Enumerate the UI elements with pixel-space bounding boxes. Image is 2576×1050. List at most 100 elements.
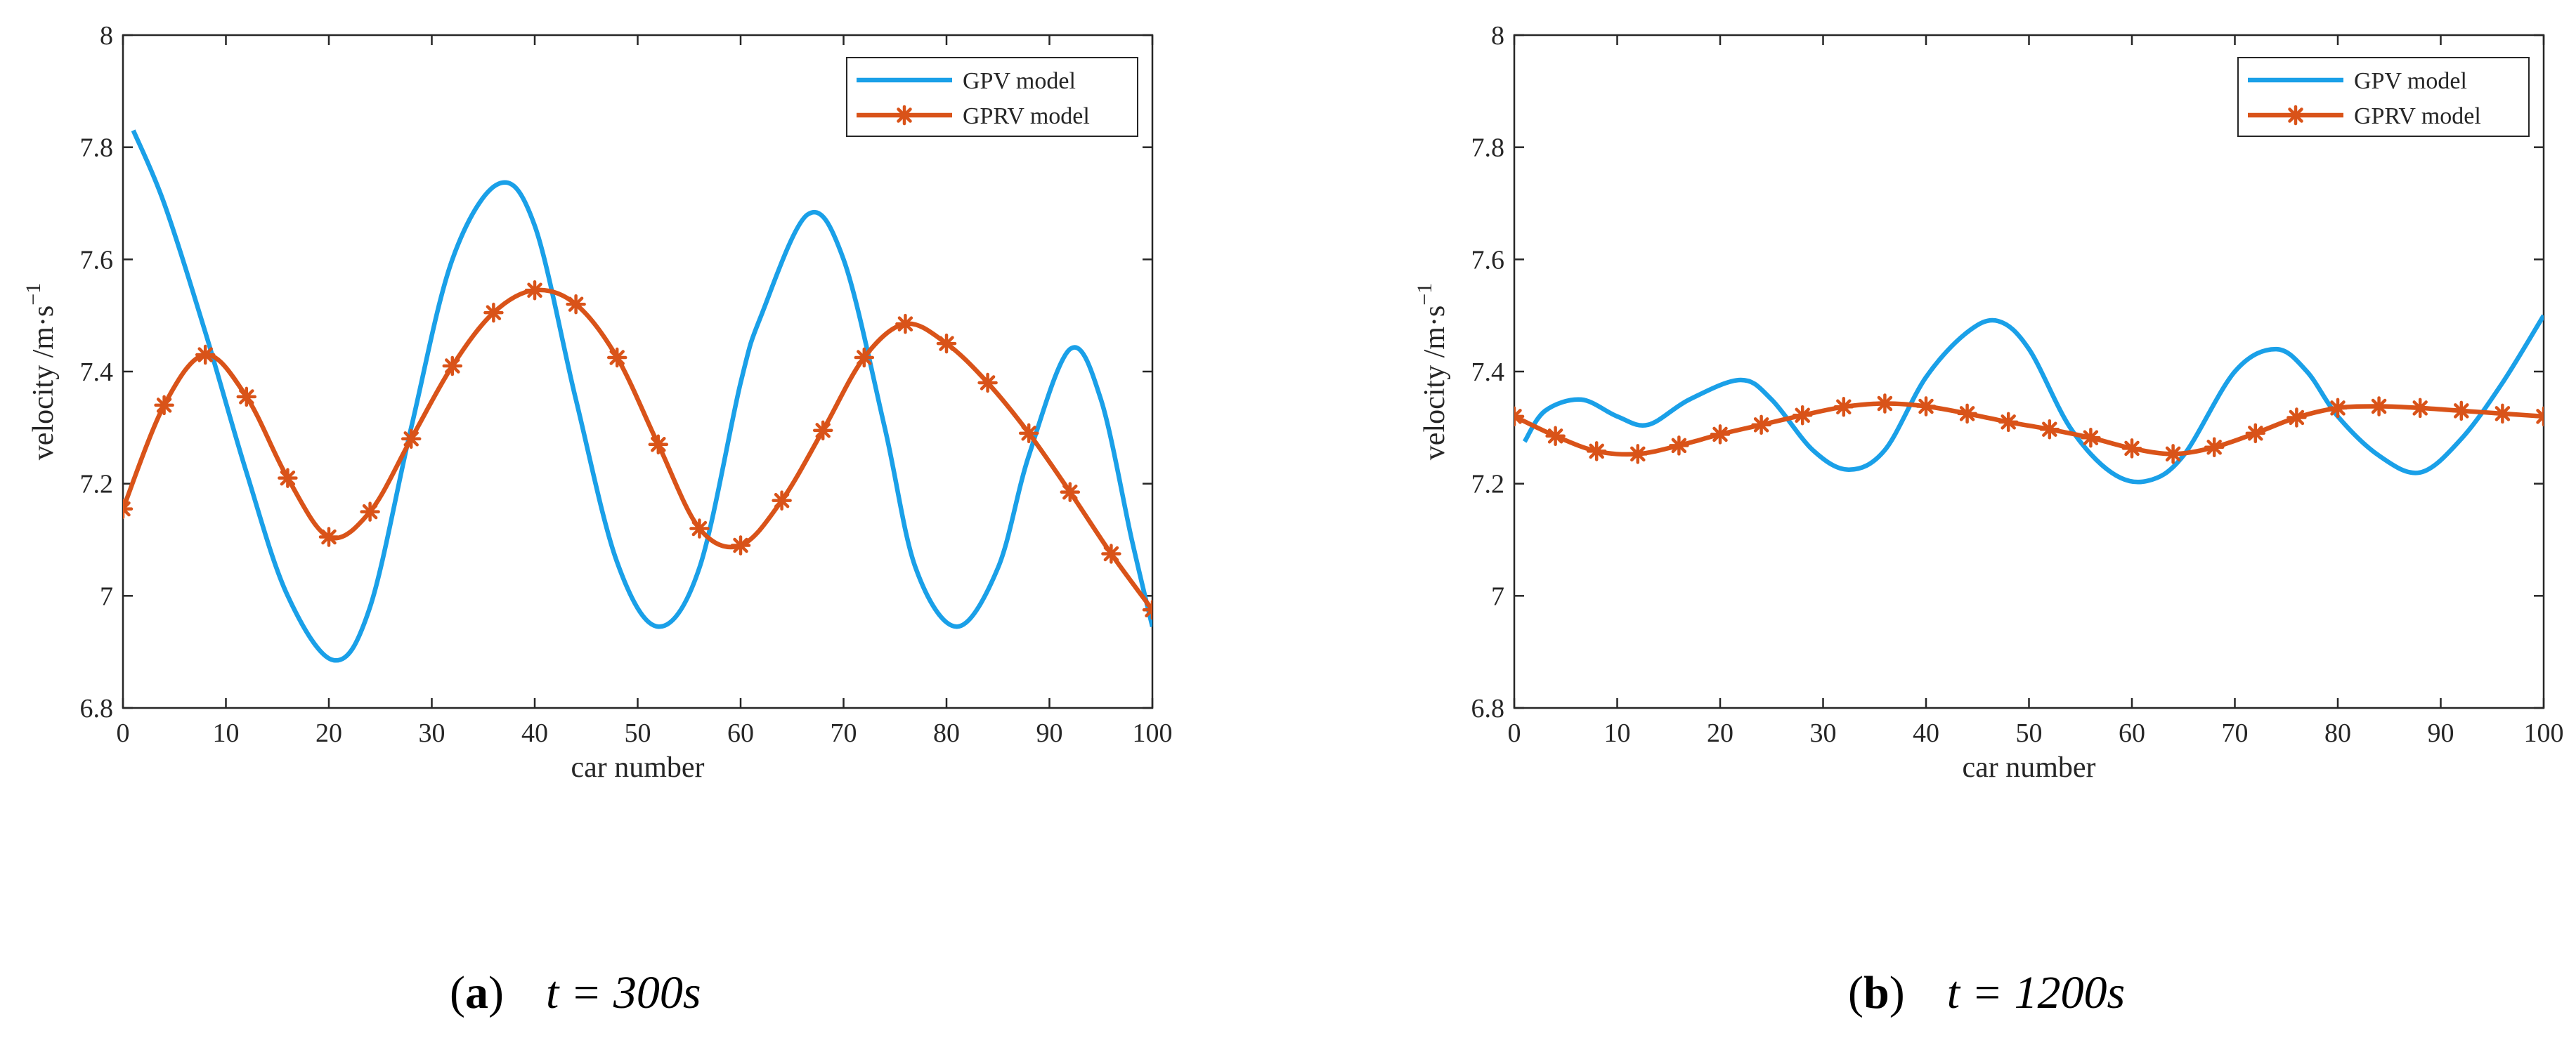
legend-marker [894,105,915,126]
data-point-marker [154,395,174,416]
data-point-marker [936,333,957,354]
data-point-marker [1669,435,1689,456]
series-gpv-model [1522,314,2544,485]
y-axis-title-exponent: −1 [1413,283,1436,306]
data-point-marker [442,355,463,376]
x-tick-label: 10 [1604,718,1631,748]
y-axis-title-main: velocity /m·s [27,306,60,460]
legend-label: GPRV model [2354,103,2481,129]
data-point-marker [1627,444,1648,464]
y-tick-label: 6.8 [1471,694,1505,723]
y-tick-label: 8 [1491,21,1504,51]
caption-time: t = 300s [546,967,701,1018]
x-tick-label: 80 [933,718,960,748]
x-tick-label: 20 [1707,718,1733,748]
legend: GPV model GPRV model [846,57,1138,137]
x-tick-label: 50 [625,718,651,748]
x-tick-label: 80 [2324,718,2351,748]
data-point-marker [2369,396,2389,416]
data-point-marker [977,372,998,393]
data-point-marker [1957,403,1977,424]
y-tick-label: 7 [100,582,113,611]
data-point-marker [236,386,257,407]
x-axis-title: car number [571,752,704,784]
data-point-marker [772,490,792,511]
x-tick-label: 60 [2119,718,2145,748]
legend-box [846,57,1138,137]
data-point-marker [401,428,422,449]
x-tick-label: 50 [2016,718,2043,748]
data-point-marker [1514,406,1525,427]
data-point-marker [2121,438,2142,459]
x-tick-label: 100 [2524,718,2564,748]
chart-panel-b: 0 10 20 30 40 50 60 70 80 90 100 6.8 7 7.2 7.4 7.6 7.8 8 c… [1413,21,2564,1018]
data-point-marker [2286,407,2307,428]
caption-label: a [465,967,488,1018]
data-point-marker [278,468,298,488]
data-point-marker [524,280,545,301]
panel-caption: (a) t = 300s [450,967,701,1018]
data-point-marker [2492,403,2513,424]
data-point-marker [606,347,627,368]
data-point-marker [2451,400,2472,421]
x-tick-label: 0 [1508,718,1521,748]
x-tick-label: 30 [419,718,445,748]
series-gpv-model [131,129,1152,663]
legend: GPV model GPRV model [2237,57,2530,137]
legend-label: GPV model [2354,68,2467,94]
x-tick-label: 60 [727,718,754,748]
y-tick-label: 7 [1491,582,1504,611]
data-point-marker [2245,423,2266,444]
data-point-marker [318,527,339,547]
legend-label: GPV model [963,68,1076,94]
x-tick-label: 90 [2428,718,2454,748]
y-tick-label: 7.2 [80,470,114,499]
data-point-marker [1060,482,1081,502]
data-point-marker [2081,427,2101,448]
data-point-marker [1710,424,1731,445]
data-point-marker [730,535,751,556]
x-tick-label: 20 [316,718,342,748]
x-tick-label: 70 [2222,718,2249,748]
x-axis-title: car number [1962,752,2095,784]
data-point-marker [1998,412,2019,433]
data-point-marker [123,499,134,519]
data-point-marker [2327,398,2348,419]
data-point-marker [2163,444,2183,464]
data-point-marker [1545,426,1566,447]
x-tick-label: 70 [831,718,857,748]
data-point-marker [195,344,216,365]
y-tick-label: 7.4 [80,357,114,387]
x-tick-label: 0 [117,718,130,748]
x-tick-label: 40 [1913,718,1939,748]
y-axis-title: velocity /m·s−1 [22,283,60,460]
data-point-marker [1586,441,1607,461]
y-tick-label: 7.6 [1471,245,1505,275]
y-tick-label: 7.4 [1471,357,1505,387]
data-point-marker [812,420,833,441]
series-line [1522,314,2544,485]
y-tick-label: 7.8 [1471,133,1505,163]
data-point-marker [689,518,710,539]
data-point-marker [1018,423,1039,444]
x-tick-label: 90 [1036,718,1063,748]
data-point-marker [2409,398,2431,419]
data-point-marker [1792,405,1813,426]
series-gprv-model [123,280,1152,620]
data-point-marker [648,434,669,455]
data-point-marker [566,294,586,315]
legend-box [2237,57,2530,137]
data-point-marker [2204,437,2225,458]
y-tick-label: 7.8 [80,133,114,163]
data-point-marker [483,302,504,323]
data-point-marker [854,347,875,368]
x-tick-label: 100 [1133,718,1173,748]
data-point-marker [360,501,380,522]
series-line [131,129,1152,663]
y-tick-label: 7.2 [1471,470,1505,499]
y-axis-title-exponent: −1 [22,283,45,306]
data-point-marker [1101,544,1121,564]
x-tick-label: 10 [213,718,240,748]
data-point-marker [1751,414,1771,435]
